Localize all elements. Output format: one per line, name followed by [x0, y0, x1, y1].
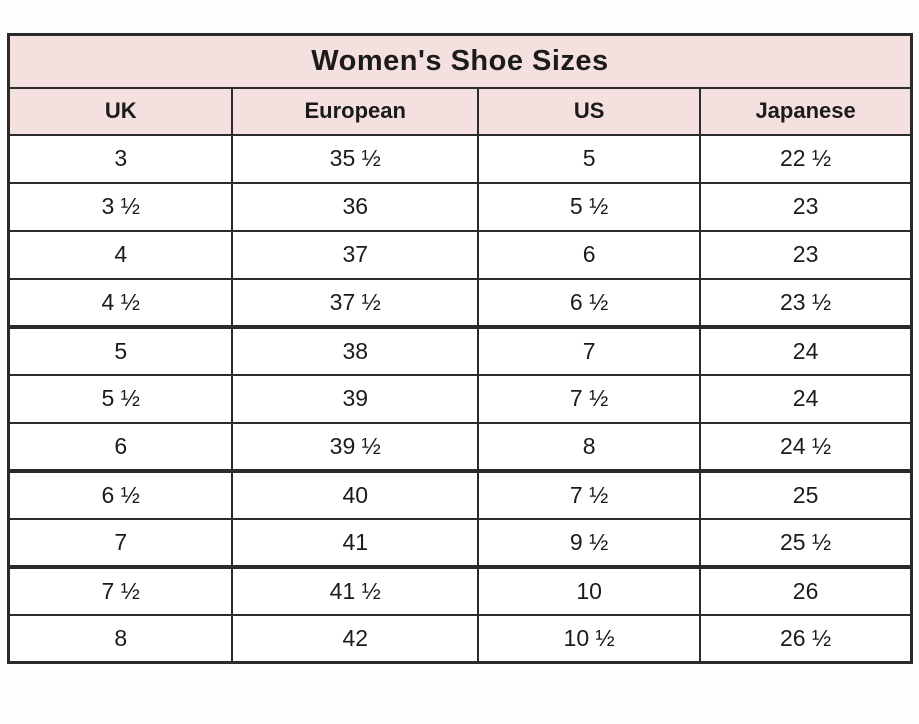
- table-cell: 38: [231, 325, 480, 376]
- table-cell: 10: [477, 565, 702, 616]
- table-cell: 23 ½: [699, 277, 913, 329]
- column-header-us: US: [477, 86, 702, 136]
- table-cell: 6 ½: [7, 469, 234, 520]
- table-cell: 41: [231, 517, 480, 569]
- table-cell: 6: [477, 229, 702, 280]
- table-row: 6 39 ½ 8 24 ½: [7, 421, 913, 473]
- table-cell: 23: [699, 229, 913, 280]
- table-cell: 5 ½: [7, 373, 234, 424]
- column-header-japanese: Japanese: [699, 86, 913, 136]
- table-cell: 6: [7, 421, 234, 473]
- table-row: 3 ½ 36 5 ½ 23: [7, 181, 913, 232]
- table-cell: 40: [231, 469, 480, 520]
- table-cell: 5: [7, 325, 234, 376]
- table-cell: 7 ½: [7, 565, 234, 616]
- table-cell: 37 ½: [231, 277, 480, 329]
- table-cell: 4 ½: [7, 277, 234, 329]
- table-cell: 9 ½: [477, 517, 702, 569]
- table-cell: 25 ½: [699, 517, 913, 569]
- table-cell: 24 ½: [699, 421, 913, 473]
- table-cell: 35 ½: [231, 133, 480, 184]
- table-cell: 7 ½: [477, 373, 702, 424]
- table-title: Women's Shoe Sizes: [7, 33, 913, 89]
- table-cell: 7 ½: [477, 469, 702, 520]
- table-cell: 39: [231, 373, 480, 424]
- table-cell: 26 ½: [699, 613, 913, 664]
- table-row: 5 38 7 24: [7, 325, 913, 376]
- table-row: 8 42 10 ½ 26 ½: [7, 613, 913, 664]
- table-title-row: Women's Shoe Sizes: [7, 33, 913, 89]
- table-cell: 41 ½: [231, 565, 480, 616]
- table-cell: 6 ½: [477, 277, 702, 329]
- table-cell: 39 ½: [231, 421, 480, 473]
- table-cell: 3 ½: [7, 181, 234, 232]
- table-cell: 5: [477, 133, 702, 184]
- table-cell: 42: [231, 613, 480, 664]
- table-row: 7 ½ 41 ½ 10 26: [7, 565, 913, 616]
- table-cell: 36: [231, 181, 480, 232]
- table-row: 6 ½ 40 7 ½ 25: [7, 469, 913, 520]
- table-header-row: UK European US Japanese: [7, 86, 913, 136]
- table-cell: 23: [699, 181, 913, 232]
- table-cell: 22 ½: [699, 133, 913, 184]
- table-cell: 3: [7, 133, 234, 184]
- table-cell: 26: [699, 565, 913, 616]
- table-cell: 25: [699, 469, 913, 520]
- table-cell: 37: [231, 229, 480, 280]
- table-cell: 8: [7, 613, 234, 664]
- table-row: 3 35 ½ 5 22 ½: [7, 133, 913, 184]
- table-head: Women's Shoe Sizes UK European US Japanese: [7, 33, 913, 136]
- table-cell: 7: [477, 325, 702, 376]
- table-row: 5 ½ 39 7 ½ 24: [7, 373, 913, 424]
- table-row: 7 41 9 ½ 25 ½: [7, 517, 913, 569]
- table-cell: 24: [699, 373, 913, 424]
- column-header-european: European: [231, 86, 480, 136]
- table-cell: 7: [7, 517, 234, 569]
- table-cell: 10 ½: [477, 613, 702, 664]
- table-cell: 8: [477, 421, 702, 473]
- shoe-size-conversion-table: Women's Shoe Sizes UK European US Japanese …: [7, 33, 913, 664]
- table-cell: 5 ½: [477, 181, 702, 232]
- column-header-uk: UK: [7, 86, 234, 136]
- table-cell: 24: [699, 325, 913, 376]
- table-row: 4 37 6 23: [7, 229, 913, 280]
- table-cell: 4: [7, 229, 234, 280]
